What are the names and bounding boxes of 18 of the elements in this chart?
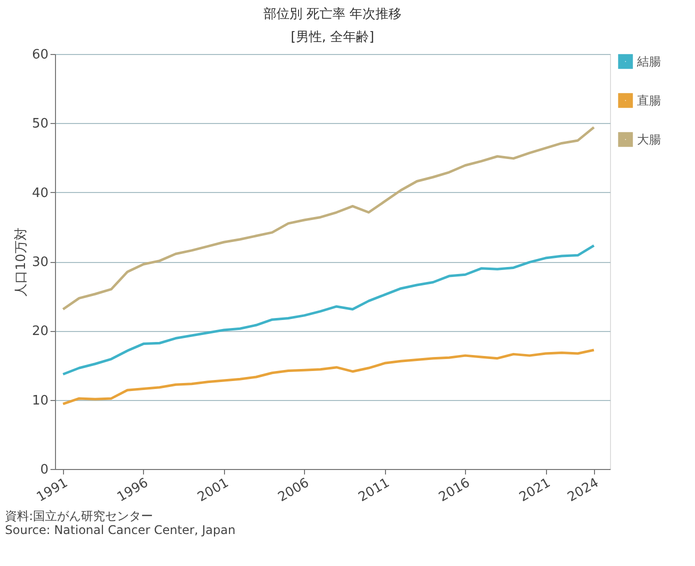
y-tick-label: 20 bbox=[32, 324, 48, 340]
y-axis-title: 人口10万対 bbox=[12, 228, 29, 296]
text: 資料:国立がん研究センター bbox=[5, 509, 154, 523]
y-tick-label: 60 bbox=[32, 48, 48, 62]
line-series bbox=[62, 244, 596, 376]
y-tick-label: 30 bbox=[32, 255, 48, 270]
chart-title: 部位別 死亡率 年次推移 bbox=[263, 6, 402, 22]
legend-label: 結腸 bbox=[636, 54, 661, 68]
y-tick-label: 50 bbox=[32, 116, 48, 132]
y-tick-label: 0 bbox=[40, 462, 48, 478]
legend-label: 大腸 bbox=[637, 132, 661, 146]
y-tick-label: 40 bbox=[32, 186, 48, 201]
legend-label: 直腸 bbox=[637, 94, 661, 108]
chart-subtitle: [男性, 全年齢] bbox=[290, 30, 374, 45]
source-note: Source: National Cancer Center, Japan bbox=[5, 523, 236, 537]
line-series bbox=[62, 348, 596, 406]
y-tick-label: 10 bbox=[32, 393, 48, 408]
line-series bbox=[62, 126, 596, 310]
